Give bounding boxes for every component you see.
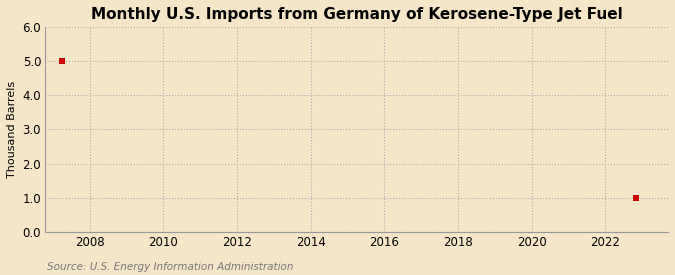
Text: Source: U.S. Energy Information Administration: Source: U.S. Energy Information Administ… — [47, 262, 294, 272]
Title: Monthly U.S. Imports from Germany of Kerosene-Type Jet Fuel: Monthly U.S. Imports from Germany of Ker… — [91, 7, 622, 22]
Y-axis label: Thousand Barrels: Thousand Barrels — [7, 81, 17, 178]
